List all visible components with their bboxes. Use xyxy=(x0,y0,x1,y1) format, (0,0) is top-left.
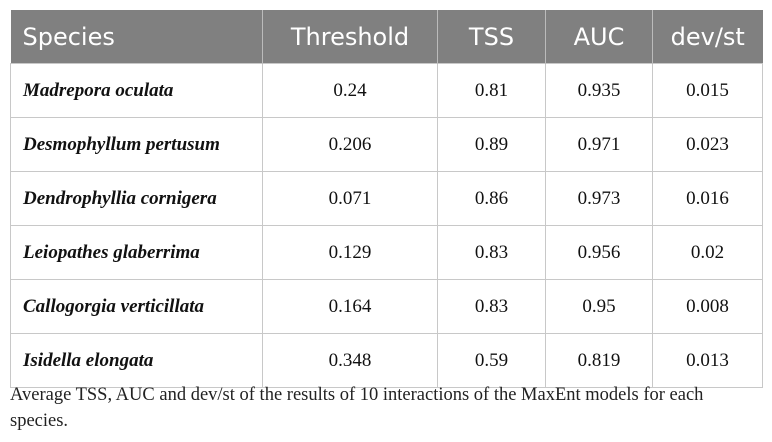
value-cell: 0.59 xyxy=(437,333,546,388)
value-cell: 0.071 xyxy=(262,171,438,226)
table-row: Madrepora oculata 0.24 0.81 0.935 0.015 xyxy=(10,63,763,118)
species-cell: Dendrophyllia cornigera xyxy=(10,171,263,226)
header-cell: Threshold xyxy=(262,10,438,64)
value-cell: 0.89 xyxy=(437,117,546,172)
value-cell: 0.83 xyxy=(437,279,546,334)
value-cell: 0.008 xyxy=(652,279,763,334)
value-cell: 0.86 xyxy=(437,171,546,226)
value-cell: 0.935 xyxy=(545,63,653,118)
value-cell: 0.81 xyxy=(437,63,546,118)
value-cell: 0.971 xyxy=(545,117,653,172)
value-cell: 0.24 xyxy=(262,63,438,118)
value-cell: 0.956 xyxy=(545,225,653,280)
table-row: Dendrophyllia cornigera 0.071 0.86 0.973 0.0… xyxy=(10,171,763,226)
value-cell: 0.206 xyxy=(262,117,438,172)
value-cell: 0.973 xyxy=(545,171,653,226)
value-cell: 0.02 xyxy=(652,225,763,280)
value-cell: 0.023 xyxy=(652,117,763,172)
header-cell: AUC xyxy=(545,10,653,64)
value-cell: 0.016 xyxy=(652,171,763,226)
value-cell: 0.95 xyxy=(545,279,653,334)
results-table: Species Threshold TSS AUC dev/st Madrepora o… xyxy=(10,10,763,388)
species-cell: Callogorgia verticillata xyxy=(10,279,263,334)
header-cell: Species xyxy=(10,10,263,64)
value-cell: 0.819 xyxy=(545,333,653,388)
table-row: Isidella elongata 0.348 0.59 0.819 0.013 xyxy=(10,333,763,388)
table-caption: Average TSS, AUC and dev/st of the resul… xyxy=(10,385,704,431)
value-cell: 0.348 xyxy=(262,333,438,388)
species-cell: Madrepora oculata xyxy=(10,63,263,118)
species-cell: Isidella elongata xyxy=(10,333,263,388)
value-cell: 0.015 xyxy=(652,63,763,118)
header-row: Species Threshold TSS AUC dev/st xyxy=(10,10,763,64)
header-cell: dev/st xyxy=(652,10,763,64)
species-cell: Leiopathes glaberrima xyxy=(10,225,263,280)
table-body: Madrepora oculata 0.24 0.81 0.935 0.015 Desmo… xyxy=(10,63,763,388)
species-cell: Desmophyllum pertusum xyxy=(10,117,263,172)
value-cell: 0.013 xyxy=(652,333,763,388)
value-cell: 0.129 xyxy=(262,225,438,280)
table-row: Callogorgia verticillata 0.164 0.83 0.95 0.0… xyxy=(10,279,763,334)
value-cell: 0.83 xyxy=(437,225,546,280)
value-cell: 0.164 xyxy=(262,279,438,334)
table-row: Leiopathes glaberrima 0.129 0.83 0.956 0.02 xyxy=(10,225,763,280)
header-cell: TSS xyxy=(437,10,546,64)
table-row: Desmophyllum pertusum 0.206 0.89 0.971 0.023 xyxy=(10,117,763,172)
